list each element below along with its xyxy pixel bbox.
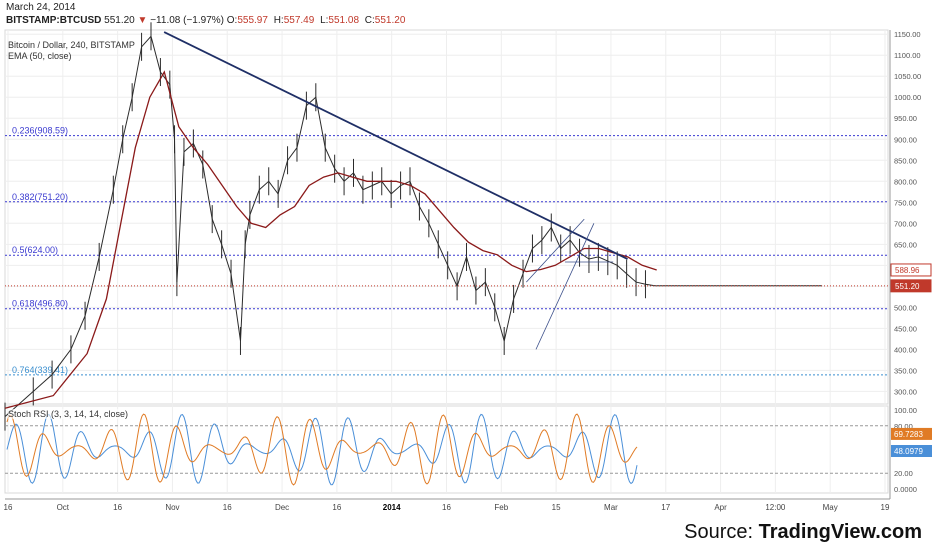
x-tick-label: May: [823, 503, 838, 512]
stoch-tick-label: 20.00: [894, 469, 913, 478]
x-tick-label: 19: [881, 503, 890, 512]
y-tick-label: 450.00: [894, 324, 917, 333]
y-tick-label: 1150.00: [894, 30, 921, 39]
x-tick-label: Feb: [494, 503, 508, 512]
stoch-marker-label: 48.0979: [894, 447, 923, 456]
fib-level-label: 0.382(751.20): [12, 192, 68, 202]
price-marker: [890, 279, 932, 293]
x-tick-label: 16: [113, 503, 122, 512]
x-tick-label: Oct: [57, 503, 70, 512]
stoch-tick-label: 80.00: [894, 422, 913, 431]
y-tick-label: 650.00: [894, 240, 917, 249]
y-tick-label: 1100.00: [894, 51, 921, 60]
symbol-label[interactable]: BITSTAMP:BTCUSD: [6, 15, 102, 26]
open-label: O:: [226, 15, 238, 26]
chart-title: Bitcoin / Dollar, 240, BITSTAMP: [8, 40, 135, 50]
y-tick-label: 800.00: [894, 177, 917, 186]
x-tick-label: 2014: [383, 503, 401, 512]
x-tick-label: 15: [552, 503, 561, 512]
price-marker: [890, 263, 932, 277]
ema-series-line: [4, 70, 657, 409]
x-tick-label: 12:00: [765, 503, 786, 512]
stoch-tick-label: 100.00: [894, 406, 917, 415]
x-tick-label: 16: [332, 503, 341, 512]
y-tick-label: 500.00: [894, 303, 917, 312]
y-tick-label: 1000.00: [894, 93, 921, 102]
source-brand: TradingView.com: [758, 521, 922, 543]
trendline: [526, 218, 585, 283]
price-series-line: [4, 35, 823, 417]
source-prefix: Source:: [684, 521, 759, 543]
y-tick-label: 750.00: [894, 198, 917, 207]
price-marker-label: 588.96: [895, 266, 920, 275]
x-tick-label: 16: [442, 503, 451, 512]
stoch-tick-label: 0.0000: [894, 485, 917, 494]
stoch-rsi-legend: Stoch RSI (3, 3, 14, 14, close): [8, 409, 129, 419]
stoch-k-line: [6, 413, 638, 486]
high-label: H:: [273, 15, 284, 26]
x-tick-label: Apr: [714, 503, 727, 512]
y-tick-label: 300.00: [894, 387, 917, 396]
quote-line: BITSTAMP:BTCUSD 551.20 ▼ −11.08 (−1.97%)…: [6, 15, 408, 26]
low-label: L:: [320, 15, 329, 26]
y-tick-label: 850.00: [894, 156, 917, 165]
chart-date: March 24, 2014: [6, 2, 76, 13]
x-tick-label: Nov: [165, 503, 179, 512]
fib-level-label: 0.5(624.00): [12, 245, 58, 255]
y-tick-label: 700.00: [894, 219, 917, 228]
y-tick-label: 1050.00: [894, 72, 921, 81]
x-tick-label: 17: [661, 503, 670, 512]
change-arrow-icon: ▼: [137, 15, 148, 26]
source-credit: Source: TradingView.com: [684, 521, 922, 544]
fib-level-label: 0.764(339.41): [12, 365, 68, 375]
stoch-d-line: [6, 413, 638, 486]
stoch-marker: [891, 427, 932, 440]
stoch-marker: [891, 445, 932, 458]
y-tick-label: 350.00: [894, 366, 917, 375]
price-change: −11.08 (−1.97%): [150, 15, 224, 26]
y-tick-label: 400.00: [894, 345, 917, 354]
fib-level-label: 0.618(496.80): [12, 299, 68, 309]
ema-legend: EMA (50, close): [8, 51, 72, 61]
last-price: 551.20: [104, 15, 135, 26]
x-tick-label: 16: [4, 503, 13, 512]
stoch-marker-label: 69.7283: [894, 430, 923, 439]
trendline: [163, 31, 628, 260]
y-tick-label: 900.00: [894, 135, 917, 144]
y-tick-label: 950.00: [894, 114, 917, 123]
low-value: 551.08: [328, 15, 360, 26]
price-marker-label: 551.20: [895, 282, 920, 291]
close-label: C:: [364, 15, 375, 26]
fib-level-label: 0.236(908.59): [12, 126, 68, 136]
close-value: 551.20: [374, 15, 406, 26]
high-value: 557.49: [283, 15, 315, 26]
x-tick-label: Dec: [275, 503, 289, 512]
x-tick-label: Mar: [604, 503, 618, 512]
x-tick-label: 16: [223, 503, 232, 512]
trendline: [535, 223, 595, 350]
open-value: 555.97: [237, 15, 268, 26]
